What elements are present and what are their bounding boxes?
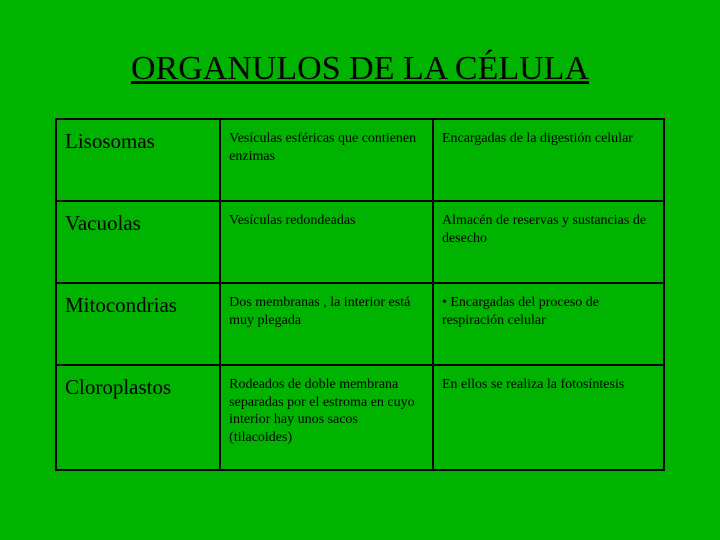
- table-row: Vacuolas Vesículas redondeadas Almacén d…: [56, 201, 664, 283]
- cell-organelle-description: Vesículas esféricas que contienen enzima…: [220, 119, 433, 201]
- table-row: Cloroplastos Rodeados de doble membrana …: [56, 365, 664, 470]
- cell-organelle-function: • Encargadas del proceso de respiración …: [433, 283, 664, 365]
- cell-organelle-description: Rodeados de doble membrana separadas por…: [220, 365, 433, 470]
- cell-organelle-name: Mitocondrias: [56, 283, 220, 365]
- table-row: Mitocondrias Dos membranas , la interior…: [56, 283, 664, 365]
- cell-organelle-description: Dos membranas , la interior está muy ple…: [220, 283, 433, 365]
- cell-organelle-function: Encargadas de la digestión celular: [433, 119, 664, 201]
- cell-organelle-description: Vesículas redondeadas: [220, 201, 433, 283]
- cell-organelle-name: Vacuolas: [56, 201, 220, 283]
- table-row: Lisosomas Vesículas esféricas que contie…: [56, 119, 664, 201]
- cell-organelle-name: Lisosomas: [56, 119, 220, 201]
- cell-organelle-function: En ellos se realiza la fotosíntesis: [433, 365, 664, 470]
- cell-organelle-function: Almacén de reservas y sustancias de dese…: [433, 201, 664, 283]
- cell-organelle-name: Cloroplastos: [56, 365, 220, 470]
- slide-title: ORGANULOS DE LA CÉLULA: [55, 50, 665, 88]
- organelles-table: Lisosomas Vesículas esféricas que contie…: [55, 118, 665, 471]
- slide: ORGANULOS DE LA CÉLULA Lisosomas Vesícul…: [0, 0, 720, 540]
